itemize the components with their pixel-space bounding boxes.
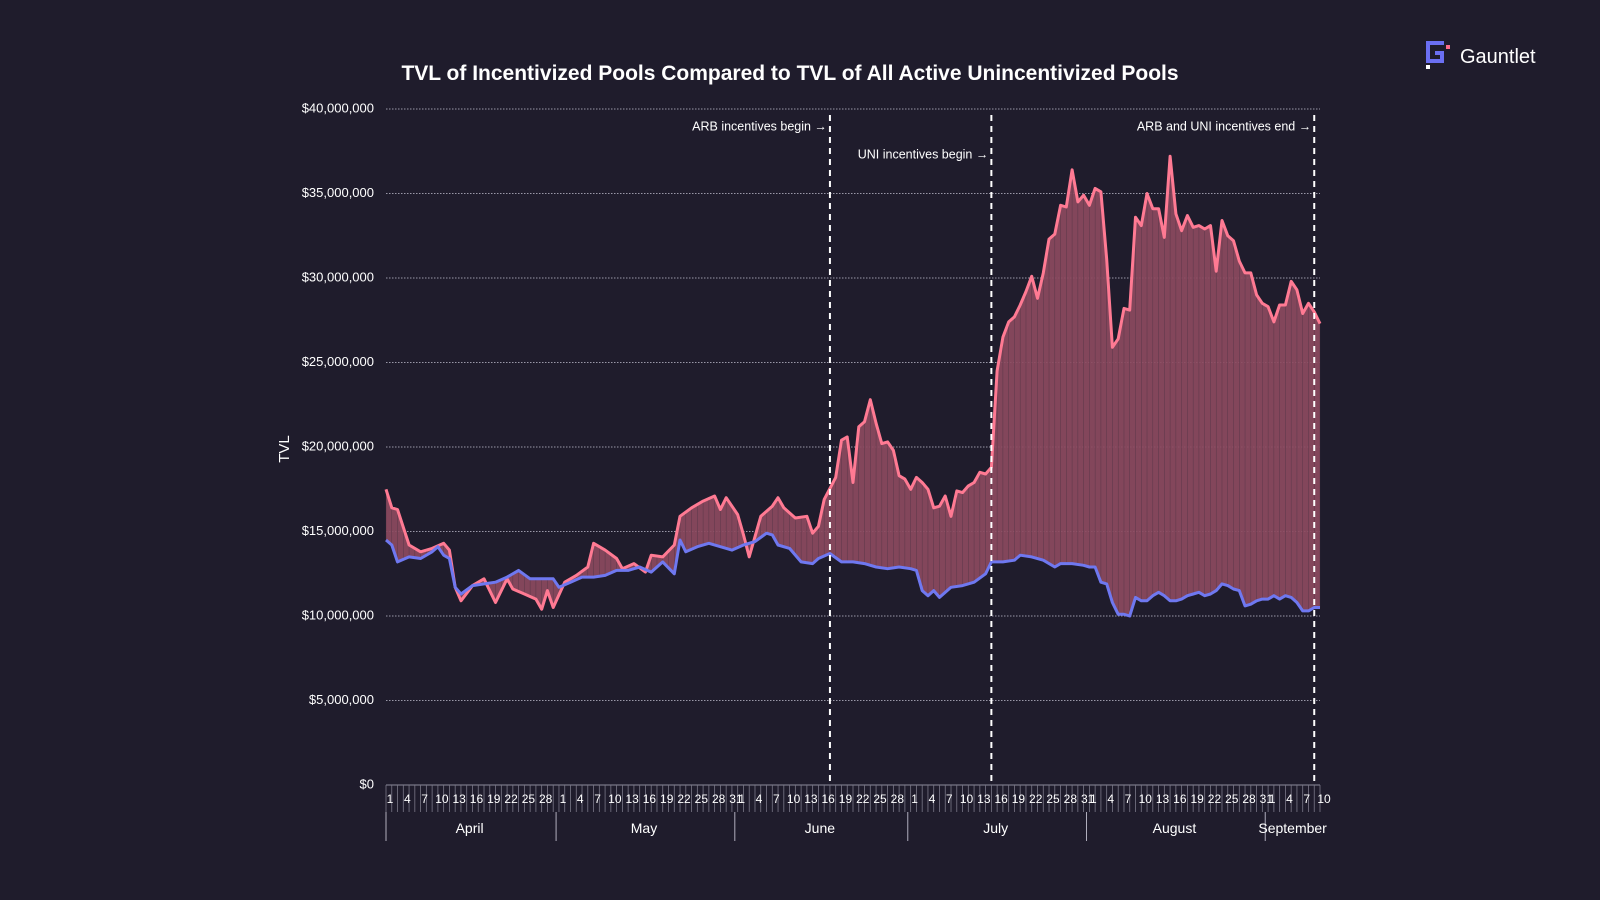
x-tick-label: 13 xyxy=(804,792,818,806)
x-tick-label: 13 xyxy=(453,792,467,806)
month-label: August xyxy=(1153,820,1197,836)
x-tick-label: 10 xyxy=(1139,792,1153,806)
x-tick-label: 25 xyxy=(873,792,887,806)
series-lines xyxy=(384,154,1322,618)
x-tick-label: 10 xyxy=(608,792,622,806)
x-tick-label: 31 xyxy=(1260,792,1274,806)
x-tick-label: 7 xyxy=(946,792,953,806)
series-line-2 xyxy=(385,531,1320,618)
annotation-label: ARB incentives begin → xyxy=(692,119,827,133)
x-tick-label: 16 xyxy=(643,792,657,806)
month-label: September xyxy=(1258,820,1327,836)
annotation-lines: ARB incentives begin → UNI incentives beg… xyxy=(692,115,1316,785)
fill-between-region xyxy=(386,156,1320,617)
y-tick-label: $25,000,000 xyxy=(302,354,374,369)
brand: Gauntlet xyxy=(1426,40,1536,74)
x-tick-label: 7 xyxy=(594,792,601,806)
x-tick-label: 28 xyxy=(1064,792,1078,806)
month-label: July xyxy=(983,820,1008,836)
brand-name: Gauntlet xyxy=(1460,45,1536,68)
series-line-1 xyxy=(384,154,1322,611)
y-tick-label: $15,000,000 xyxy=(302,523,374,538)
month-label: April xyxy=(456,820,484,836)
x-tick-label: 19 xyxy=(1190,792,1204,806)
annotation-label: ARB and UNI incentives end → xyxy=(1137,119,1311,133)
x-tick-label: 28 xyxy=(712,792,726,806)
x-tick-label: 25 xyxy=(522,792,536,806)
x-tick-label: 19 xyxy=(487,792,501,806)
month-label: May xyxy=(631,820,657,836)
y-axis-title: TVL xyxy=(276,435,293,463)
x-tick-label: 16 xyxy=(470,792,484,806)
x-tick-label: 13 xyxy=(1156,792,1170,806)
x-tick-label: 1 xyxy=(1090,792,1097,806)
y-tick-label: $35,000,000 xyxy=(302,185,374,200)
x-tick-label: 28 xyxy=(1242,792,1256,806)
annotation-label: UNI incentives begin → xyxy=(858,147,989,161)
x-tick-label: 16 xyxy=(821,792,835,806)
x-tick-label: 4 xyxy=(1107,792,1114,806)
x-tick-label: 1 xyxy=(387,792,394,806)
x-tick-label: 10 xyxy=(960,792,974,806)
y-tick-label: $0 xyxy=(360,776,374,791)
x-tick-label: 4 xyxy=(404,792,411,806)
x-tick-label: 22 xyxy=(504,792,518,806)
x-tick-label: 10 xyxy=(435,792,449,806)
month-label: June xyxy=(805,820,836,836)
x-tick-label: 22 xyxy=(1208,792,1222,806)
y-tick-label: $40,000,000 xyxy=(302,100,374,115)
x-tick-label: 13 xyxy=(977,792,991,806)
y-axis: $0 $5,000,000 $10,000,000 $15,000,000 $20,00… xyxy=(302,100,374,791)
x-tick-label: 16 xyxy=(1173,792,1187,806)
fill-between-area xyxy=(385,156,1321,617)
x-tick-label: 1 xyxy=(911,792,918,806)
x-tick-label: 1 xyxy=(738,792,745,806)
x-tick-label: 7 xyxy=(1303,792,1310,806)
x-tick-label: 1 xyxy=(1269,792,1276,806)
x-tick-label: 28 xyxy=(891,792,905,806)
x-tick-label: 10 xyxy=(1317,792,1331,806)
x-tick-label: 4 xyxy=(1286,792,1293,806)
x-tick-label: 28 xyxy=(539,792,553,806)
x-tick-label: 1 xyxy=(560,792,567,806)
x-tick-label: 25 xyxy=(1225,792,1239,806)
x-tick-label: 22 xyxy=(1029,792,1043,806)
y-tick-label: $30,000,000 xyxy=(302,269,374,284)
x-tick-label: 7 xyxy=(773,792,780,806)
x-tick-label: 25 xyxy=(1046,792,1060,806)
x-tick-label: 19 xyxy=(1012,792,1026,806)
x-tick-label: 4 xyxy=(929,792,936,806)
x-tick-label: 10 xyxy=(787,792,801,806)
x-tick-label: 22 xyxy=(677,792,691,806)
chart-title: TVL of Incentivized Pools Compared to TV… xyxy=(401,62,1179,85)
x-tick-label: 4 xyxy=(577,792,584,806)
x-tick-label: 16 xyxy=(994,792,1008,806)
x-tick-label: 13 xyxy=(625,792,639,806)
y-tick-label: $20,000,000 xyxy=(302,438,374,453)
y-tick-label: $10,000,000 xyxy=(302,607,374,622)
x-tick-label: 7 xyxy=(421,792,428,806)
x-tick-label: 4 xyxy=(756,792,763,806)
gauntlet-logo-icon xyxy=(1426,40,1450,74)
x-tick-label: 31 xyxy=(729,792,743,806)
x-tick-label: 22 xyxy=(856,792,870,806)
x-tick-label: 25 xyxy=(695,792,709,806)
x-tick-label: 19 xyxy=(660,792,674,806)
y-tick-label: $5,000,000 xyxy=(309,692,374,707)
x-tick-label: 31 xyxy=(1081,792,1095,806)
x-tick-label: 7 xyxy=(1125,792,1132,806)
x-tick-label: 19 xyxy=(839,792,853,806)
